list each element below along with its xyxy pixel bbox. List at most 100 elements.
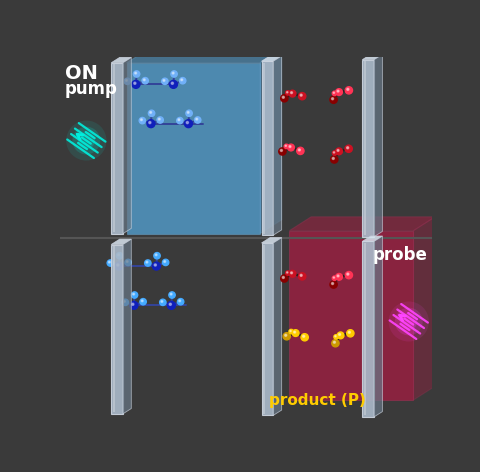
Circle shape xyxy=(332,158,334,160)
Polygon shape xyxy=(362,60,374,237)
Ellipse shape xyxy=(400,313,417,330)
Circle shape xyxy=(144,79,145,81)
Polygon shape xyxy=(123,58,132,234)
Circle shape xyxy=(334,341,336,343)
Circle shape xyxy=(178,119,180,121)
Circle shape xyxy=(337,90,339,92)
Circle shape xyxy=(280,150,282,152)
Circle shape xyxy=(286,271,290,275)
Circle shape xyxy=(333,92,335,93)
Circle shape xyxy=(332,340,339,347)
Circle shape xyxy=(330,281,337,288)
Polygon shape xyxy=(113,64,115,232)
Circle shape xyxy=(162,78,168,84)
Circle shape xyxy=(335,336,336,337)
Circle shape xyxy=(290,272,292,274)
Circle shape xyxy=(299,93,306,100)
Circle shape xyxy=(282,96,284,98)
Circle shape xyxy=(301,334,308,341)
Circle shape xyxy=(348,331,350,333)
Circle shape xyxy=(171,82,173,84)
Circle shape xyxy=(286,91,290,95)
Circle shape xyxy=(299,273,306,280)
Polygon shape xyxy=(364,61,366,235)
Circle shape xyxy=(334,152,335,153)
Circle shape xyxy=(294,331,296,333)
Polygon shape xyxy=(263,244,265,414)
Circle shape xyxy=(334,335,338,339)
Circle shape xyxy=(170,293,172,295)
Circle shape xyxy=(281,95,288,102)
Circle shape xyxy=(290,330,291,331)
Polygon shape xyxy=(123,239,132,414)
Circle shape xyxy=(285,334,287,336)
Circle shape xyxy=(116,253,123,259)
Circle shape xyxy=(154,264,156,266)
Circle shape xyxy=(332,283,334,285)
Polygon shape xyxy=(362,236,383,242)
Circle shape xyxy=(169,80,178,88)
Circle shape xyxy=(169,292,175,298)
Circle shape xyxy=(332,98,334,100)
Circle shape xyxy=(289,90,296,97)
Circle shape xyxy=(288,144,294,151)
Ellipse shape xyxy=(72,126,100,154)
Circle shape xyxy=(139,118,145,124)
Polygon shape xyxy=(273,237,282,415)
Circle shape xyxy=(157,117,163,123)
Circle shape xyxy=(300,94,302,96)
Circle shape xyxy=(148,110,155,117)
Circle shape xyxy=(153,262,160,270)
Circle shape xyxy=(130,302,138,309)
Circle shape xyxy=(124,78,131,84)
Circle shape xyxy=(283,333,290,340)
Circle shape xyxy=(279,148,286,155)
Circle shape xyxy=(336,148,342,155)
Circle shape xyxy=(150,111,152,113)
Circle shape xyxy=(154,253,160,259)
FancyBboxPatch shape xyxy=(127,63,260,234)
Polygon shape xyxy=(262,243,273,415)
Circle shape xyxy=(330,96,337,103)
Polygon shape xyxy=(262,61,273,235)
Circle shape xyxy=(338,334,340,336)
Ellipse shape xyxy=(66,120,107,160)
Circle shape xyxy=(163,79,165,81)
Circle shape xyxy=(347,147,348,149)
Circle shape xyxy=(161,301,163,303)
Ellipse shape xyxy=(395,308,423,336)
Circle shape xyxy=(125,259,132,266)
Circle shape xyxy=(289,329,293,334)
Circle shape xyxy=(140,299,146,305)
Circle shape xyxy=(345,271,352,279)
Circle shape xyxy=(172,72,174,74)
Circle shape xyxy=(108,261,110,263)
Circle shape xyxy=(132,303,134,305)
Polygon shape xyxy=(111,63,123,234)
Circle shape xyxy=(149,121,151,124)
Polygon shape xyxy=(374,54,383,237)
Circle shape xyxy=(282,277,284,278)
Polygon shape xyxy=(111,239,132,244)
Circle shape xyxy=(155,254,157,256)
Circle shape xyxy=(289,270,296,277)
Polygon shape xyxy=(127,49,282,63)
Circle shape xyxy=(158,118,160,120)
Circle shape xyxy=(290,92,292,93)
Text: ON: ON xyxy=(65,64,97,84)
Circle shape xyxy=(132,292,138,298)
Circle shape xyxy=(107,260,113,266)
Circle shape xyxy=(287,272,288,273)
Ellipse shape xyxy=(78,132,95,149)
Polygon shape xyxy=(111,244,123,414)
Circle shape xyxy=(302,335,305,337)
Circle shape xyxy=(281,275,288,282)
Polygon shape xyxy=(362,242,374,417)
Circle shape xyxy=(132,80,140,88)
Polygon shape xyxy=(289,217,435,231)
Polygon shape xyxy=(113,246,115,413)
Circle shape xyxy=(331,156,338,163)
Circle shape xyxy=(142,77,148,84)
Circle shape xyxy=(141,119,143,121)
Circle shape xyxy=(160,299,166,305)
